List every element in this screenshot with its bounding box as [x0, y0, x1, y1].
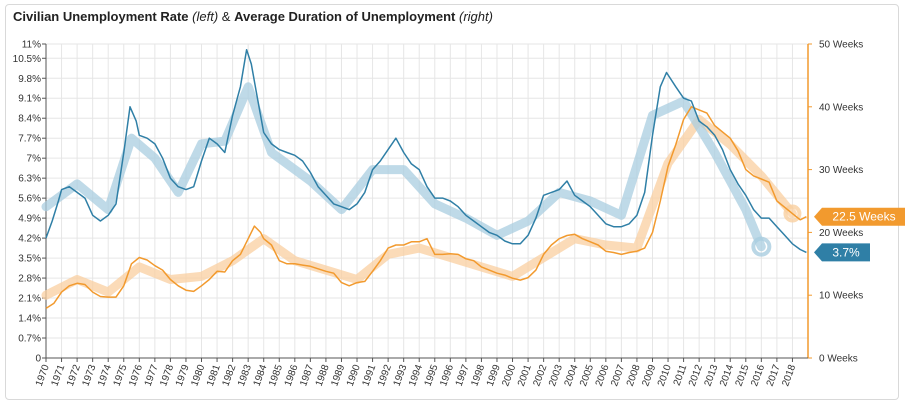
duration-line — [45, 106, 807, 310]
chart-title: Civilian Unemployment Rate (left) & Aver… — [13, 9, 493, 24]
title-part-left: (left) — [192, 9, 219, 24]
left-tick-label: 10.5% — [13, 54, 41, 65]
left-tick-label: 0.7% — [18, 334, 41, 345]
right-tick-label: 0 Weeks — [819, 354, 858, 365]
left-tick-label: 9.8% — [18, 74, 41, 85]
rate-line — [45, 48, 807, 254]
left-tick-label: 11% — [22, 40, 41, 51]
left-tick-label: 1.4% — [18, 314, 41, 325]
left-tick-label: 7.7% — [18, 134, 41, 145]
title-part-duration: Average Duration of Unemployment — [234, 9, 456, 24]
title-part-right: (right) — [459, 9, 493, 24]
left-tick-label: 2.8% — [18, 274, 41, 285]
left-tick-label: 3.5% — [18, 254, 41, 265]
left-tick-label: 6.3% — [18, 174, 41, 185]
rate-last-badge-label: 3.7% — [832, 245, 860, 259]
left-tick-label: 4.2% — [18, 234, 41, 245]
left-tick-label: 9.1% — [18, 94, 41, 105]
left-tick-label: 2.1% — [18, 294, 41, 305]
right-tick-label: 50 Weeks — [819, 40, 863, 51]
left-tick-label: 8.4% — [18, 114, 41, 125]
title-part-amp: & — [221, 9, 231, 24]
x-tick-label: 2018 — [780, 363, 798, 388]
right-tick-label: 30 Weeks — [819, 165, 863, 176]
title-part-rate: Civilian Unemployment Rate — [13, 9, 189, 24]
rate-trend-line — [41, 82, 766, 252]
right-tick-label: 20 Weeks — [819, 228, 863, 239]
right-tick-label: 10 Weeks — [819, 291, 863, 302]
right-tick-label: 40 Weeks — [819, 102, 863, 113]
duration-last-badge — [814, 207, 905, 226]
duration-last-badge-label: 22.5 Weeks — [832, 210, 895, 224]
left-tick-label: 4.9% — [18, 214, 41, 225]
left-tick-label: 5.6% — [18, 194, 41, 205]
left-tick-label: 0 — [35, 354, 41, 365]
rate-last-badge — [814, 243, 870, 262]
duration-trend-end-marker — [783, 204, 802, 223]
left-tick-label: 7% — [27, 154, 42, 165]
rate-trend-end-marker — [751, 236, 772, 257]
